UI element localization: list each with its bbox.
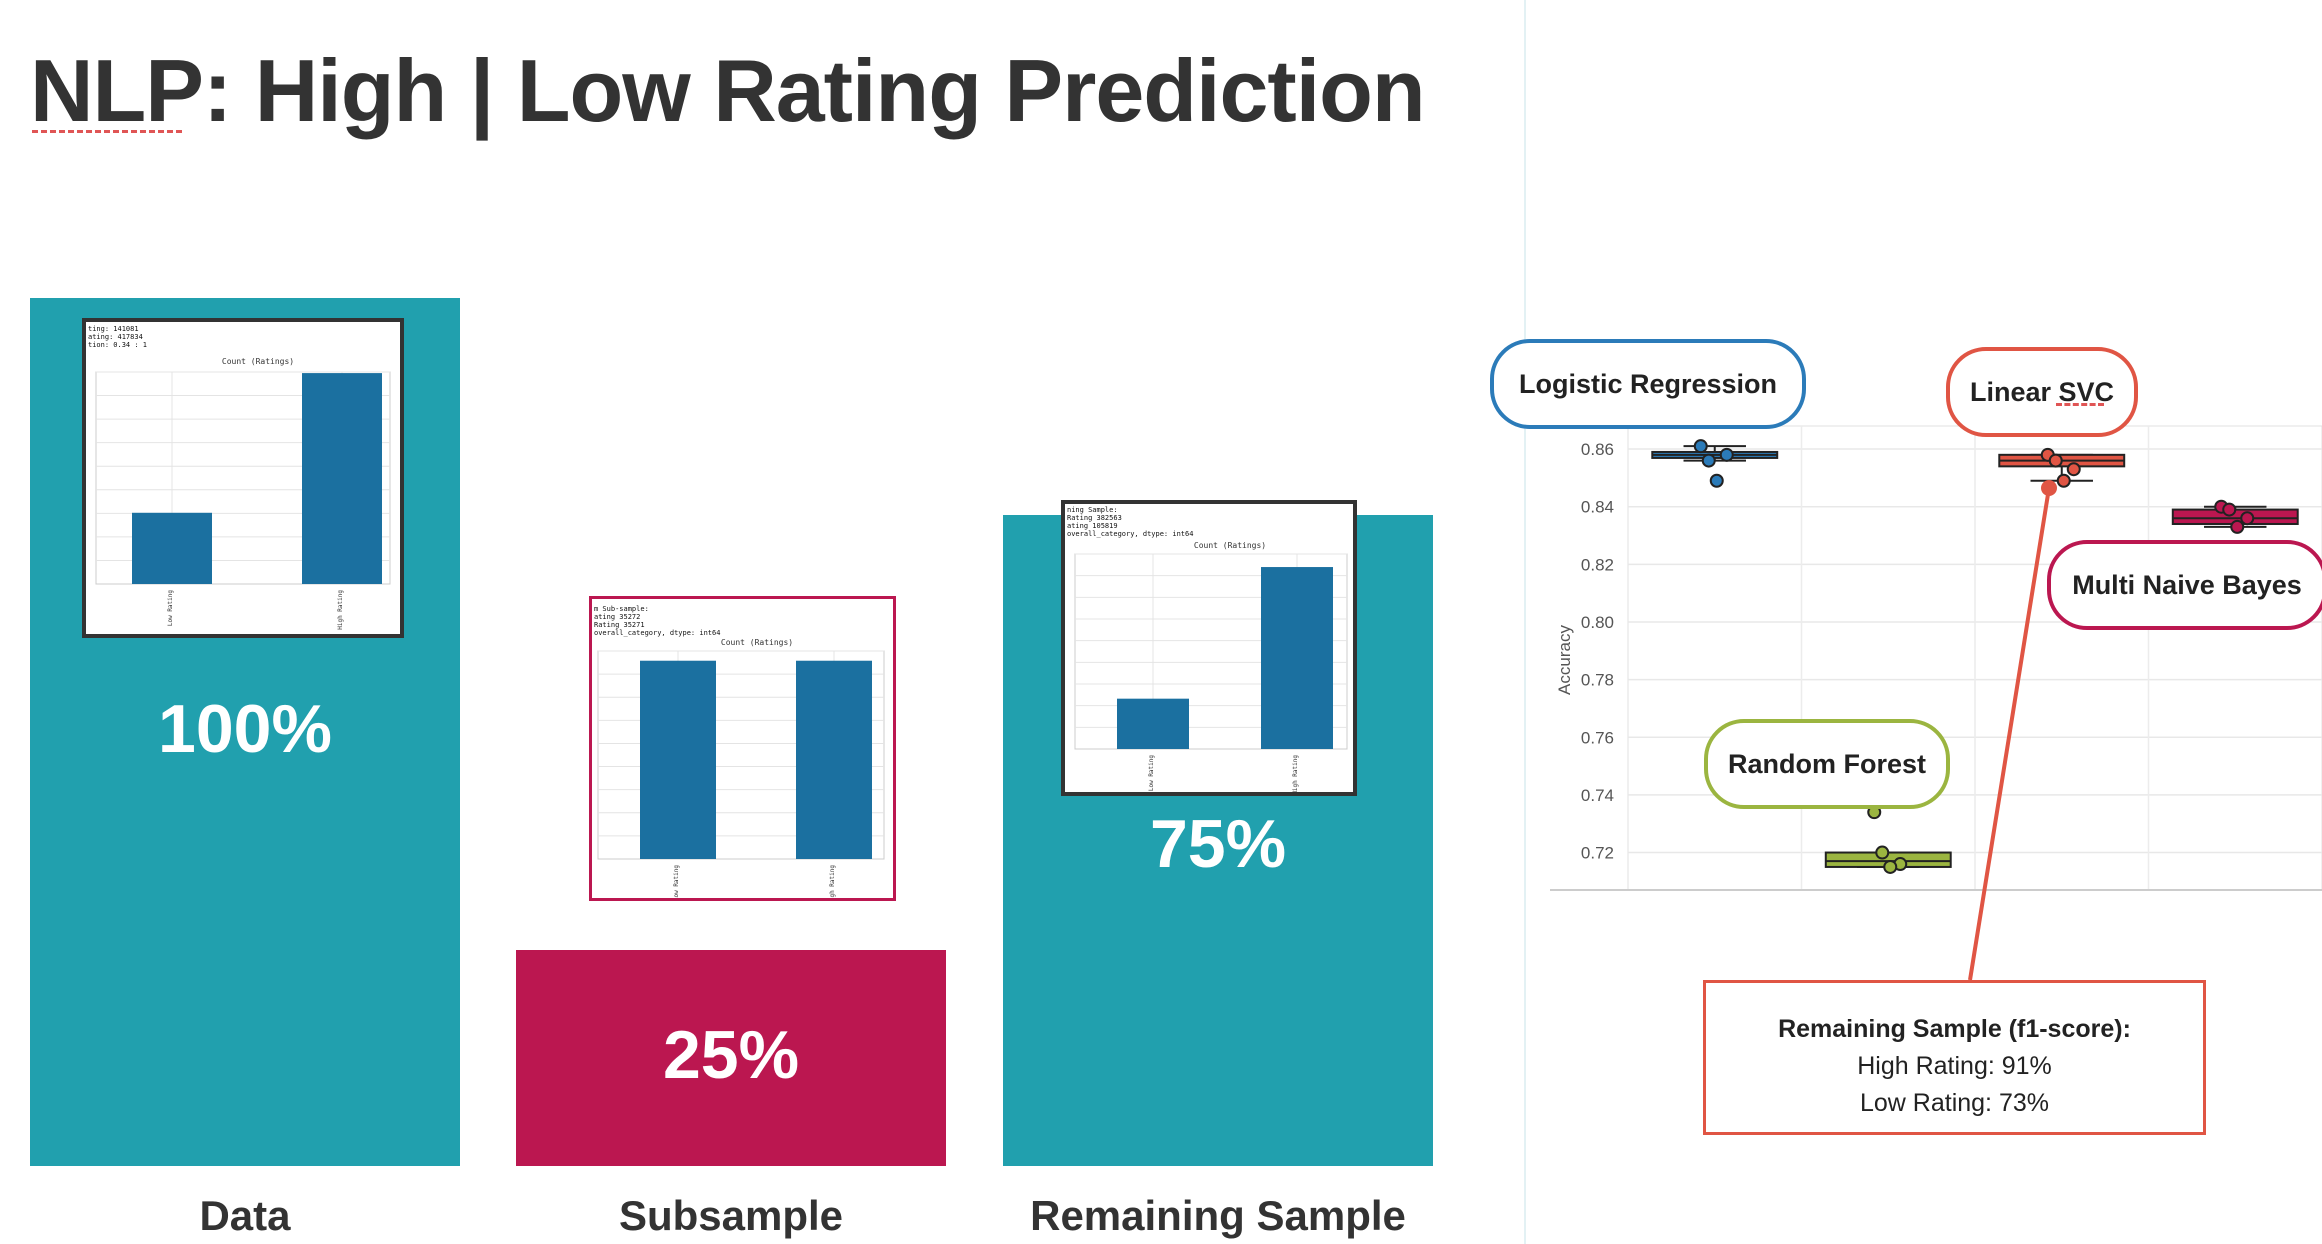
thumb-tick-label: High Rating <box>829 865 836 898</box>
thumb-header-line: Rating 35271 <box>594 621 645 629</box>
linear-svc-label: Linear SVC <box>1969 376 2115 407</box>
box-logistic-regression <box>1651 439 1779 488</box>
thumb-header-line: ating 105819 <box>1067 522 1118 530</box>
thumb-header-line: overall_category, dtype: int64 <box>1067 530 1193 538</box>
data-label: Data <box>199 1192 291 1239</box>
y-tick-label: 0.74 <box>1581 786 1614 805</box>
remaining-sample-label: Remaining Sample <box>1030 1192 1406 1239</box>
data-percent: 100% <box>158 691 332 767</box>
thumb-title: Count (Ratings) <box>1194 541 1266 550</box>
thumb-bar <box>302 373 382 584</box>
thumb-bar <box>1261 567 1333 749</box>
thumb-tick-label: Low Rating <box>673 865 680 898</box>
thumb-header-line: Rating 382563 <box>1067 514 1122 522</box>
spellcheck-underline <box>2056 403 2104 406</box>
slide-divider <box>1524 0 1526 1244</box>
callout-title: Remaining Sample (f1-score): <box>1778 1015 2131 1043</box>
thumb-header-line: overall_category, dtype: int64 <box>594 629 720 637</box>
thumb-bar <box>1117 698 1189 749</box>
thumb-tick-label: Low Rating <box>1148 755 1155 792</box>
data-point <box>1709 473 1724 488</box>
data-point <box>2056 473 2071 488</box>
thumb-header-line: m Sub-sample: <box>594 605 649 613</box>
box-random-forest <box>1824 805 1952 874</box>
data-point <box>2230 519 2245 534</box>
y-tick-label: 0.80 <box>1581 613 1614 632</box>
callout-high-rating: High Rating: 91% <box>1857 1052 2052 1080</box>
data-point <box>1883 859 1898 874</box>
data-count-thumbnail: ting: 141081 ating: 417834 tion: 0.34 : 1 … <box>82 318 404 638</box>
multi-naive-bayes-pill: Multi Naive Bayes <box>2047 540 2322 630</box>
f1-score-callout: Remaining Sample (f1-score): High Rating… <box>1703 980 2206 1135</box>
logistic-regression-label: Logistic Regression <box>1518 368 1778 399</box>
thumb-title: Count (Ratings) <box>222 357 294 366</box>
y-tick-label: 0.84 <box>1581 498 1614 517</box>
data-point <box>2240 511 2255 526</box>
subsample-percent: 25% <box>662 1017 800 1093</box>
spellcheck-underline <box>32 130 182 133</box>
thumb-bar <box>796 660 872 859</box>
subsample-bar: 25% <box>516 950 946 1166</box>
subsample-label: Subsample <box>618 1192 844 1239</box>
thumb-header-line: ating 35272 <box>594 613 640 621</box>
thumb-header-line: ning Sample: <box>1067 506 1118 514</box>
linear-svc-pill: Linear SVC <box>1946 347 2138 437</box>
data-point <box>1875 845 1890 860</box>
thumb-bar <box>132 512 212 584</box>
thumb-tick-label: Low Rating <box>167 590 174 627</box>
thumb-title: Count (Ratings) <box>721 638 793 647</box>
thumb-header-line: tion: 0.34 : 1 <box>88 341 147 349</box>
data-point <box>2222 502 2237 517</box>
remaining-percent: 75% <box>1149 806 1287 882</box>
page-title: NLP: High | Low Rating Prediction <box>30 41 1426 140</box>
logistic-regression-pill: Logistic Regression <box>1490 339 1806 429</box>
data-point <box>1719 447 1734 462</box>
y-tick-label: 0.78 <box>1581 671 1614 690</box>
multi-naive-bayes-label: Multi Naive Bayes <box>2072 569 2302 600</box>
thumb-tick-label: High Rating <box>337 590 344 630</box>
callout-low-rating: Low Rating: 73% <box>1859 1089 2049 1117</box>
y-axis-label: Accuracy <box>1555 625 1574 695</box>
box-multi-naive-bayes <box>2171 499 2299 534</box>
data-point <box>2066 462 2081 477</box>
data-point <box>1693 439 1708 454</box>
thumb-bar <box>640 660 716 859</box>
remaining-count-thumbnail: ning Sample: Rating 382563 ating 105819 o… <box>1061 500 1357 796</box>
data-point <box>1701 453 1716 468</box>
y-tick-label: 0.72 <box>1581 844 1614 863</box>
subsample-count-thumbnail: m Sub-sample: ating 35272 Rating 35271 ove… <box>589 596 896 901</box>
y-tick-label: 0.82 <box>1581 555 1614 574</box>
box-linear-svc <box>1998 447 2126 488</box>
data-point <box>2048 453 2063 468</box>
thumb-header-line: ting: 141081 <box>88 325 139 333</box>
random-forest-label: Random Forest <box>1727 748 1927 779</box>
random-forest-pill: Random Forest <box>1704 719 1950 809</box>
thumb-tick-label: High Rating <box>1292 755 1299 792</box>
accuracy-boxplot: 0.86 0.84 0.82 0.80 0.78 0.76 0.74 0.72 Accurac… <box>1550 425 2322 891</box>
y-tick-label: 0.86 <box>1581 440 1614 459</box>
thumb-header-line: ating: 417834 <box>88 333 143 341</box>
y-tick-label: 0.76 <box>1581 728 1614 747</box>
